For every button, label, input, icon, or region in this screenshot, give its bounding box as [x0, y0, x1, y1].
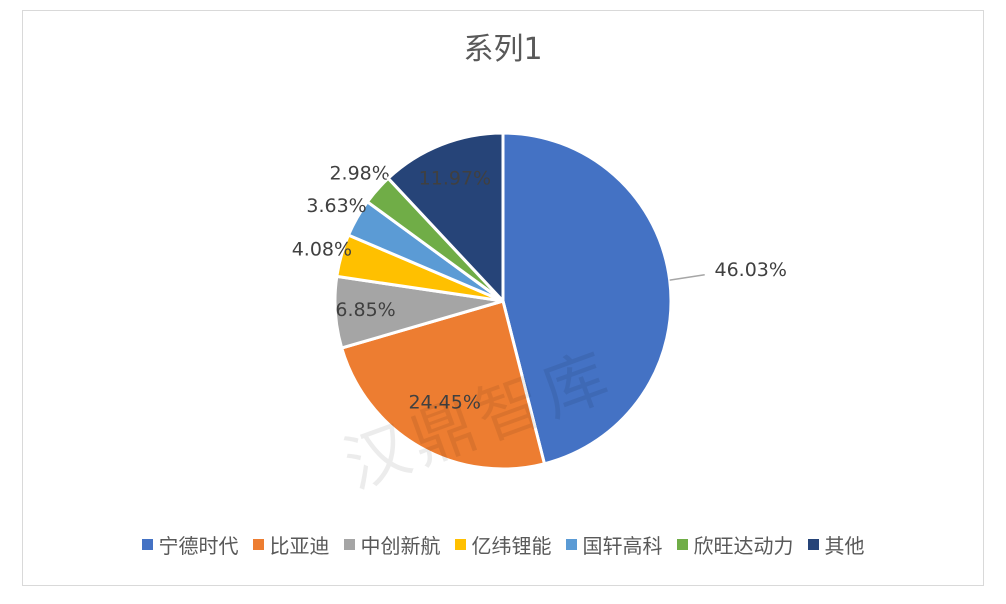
legend-swatch-5 — [676, 539, 688, 550]
legend-item-1: 比亚迪 — [252, 530, 330, 559]
legend-swatch-1 — [252, 539, 264, 550]
legend-label-6: 其他 — [824, 534, 865, 558]
pie-slice-6 — [386, 131, 505, 305]
legend-item-4: 国轩高科 — [565, 530, 663, 559]
legend-swatch-6 — [807, 539, 819, 550]
legend-swatch-0 — [141, 539, 153, 550]
legend: 宁德时代 比亚迪 中创新航 亿纬锂能 国轩高科 欣旺达动力 其他 — [0, 530, 1006, 559]
legend-item-3: 亿纬锂能 — [454, 530, 552, 559]
legend-label-0: 宁德时代 — [158, 534, 239, 558]
legend-swatch-3 — [454, 539, 466, 550]
pie-slice-1 — [339, 299, 547, 471]
legend-item-6: 其他 — [807, 530, 865, 559]
legend-label-4: 国轩高科 — [582, 534, 663, 558]
legend-label-3: 亿纬锂能 — [471, 534, 552, 558]
leader-line-0 — [669, 273, 705, 281]
data-label-5: 2.98% — [329, 162, 389, 184]
legend-swatch-4 — [565, 539, 577, 550]
data-label-4: 3.63% — [306, 195, 366, 217]
legend-item-5: 欣旺达动力 — [676, 530, 794, 559]
chart-title: 系列1 — [463, 32, 543, 67]
legend-swatch-2 — [343, 539, 355, 550]
data-label-3: 4.08% — [292, 238, 352, 260]
data-label-0: 46.03% — [714, 259, 786, 281]
legend-label-1: 比亚迪 — [269, 534, 330, 558]
data-label-2: 6.85% — [335, 299, 395, 321]
legend-label-2: 中创新航 — [360, 534, 441, 558]
legend-item-0: 宁德时代 — [141, 530, 239, 559]
data-label-1: 24.45% — [408, 392, 480, 414]
legend-item-2: 中创新航 — [343, 530, 441, 559]
pie-slice-0 — [501, 131, 673, 466]
legend-label-5: 欣旺达动力 — [693, 534, 794, 558]
data-label-6: 11.97% — [419, 168, 491, 190]
